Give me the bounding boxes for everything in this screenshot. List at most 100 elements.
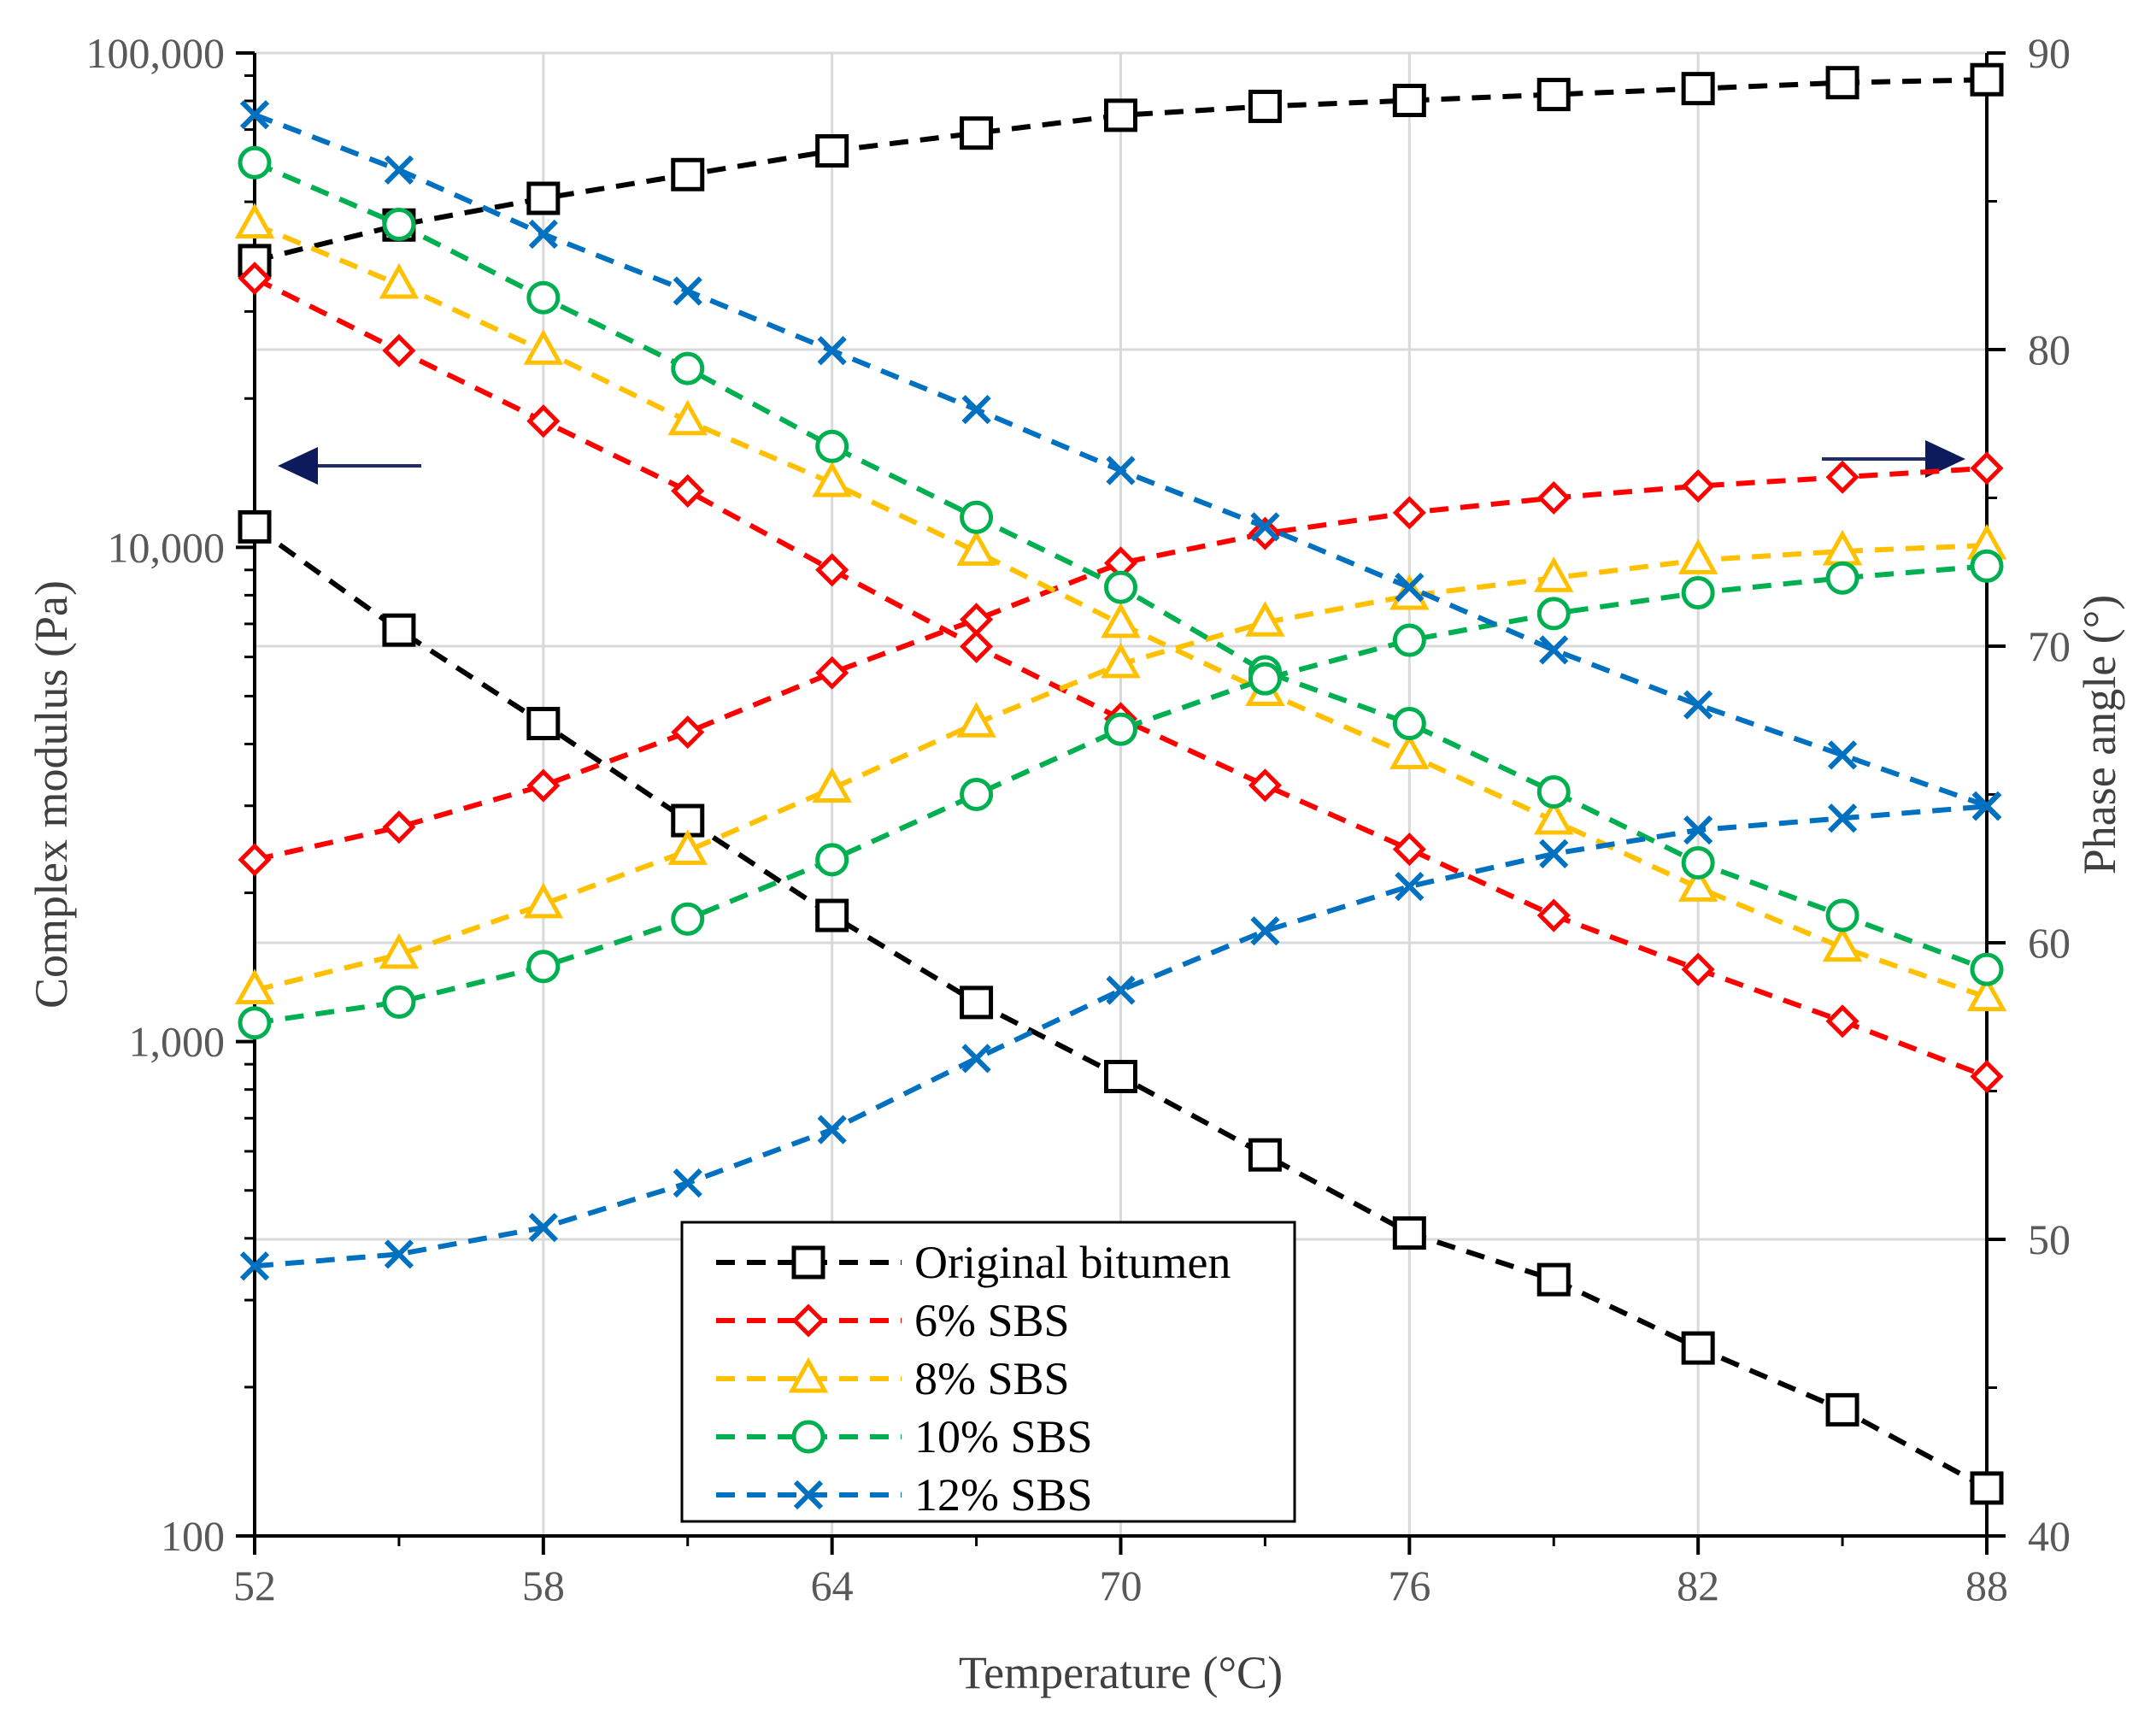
modulus-point xyxy=(1248,768,1282,803)
x-axis-title: Temperature (°C) xyxy=(959,1647,1283,1698)
legend-item: Original bitumen xyxy=(716,1237,1231,1288)
phase-angle-point xyxy=(1245,601,1285,637)
modulus-point xyxy=(1970,1471,2004,1505)
modulus-point xyxy=(234,203,275,239)
phase-angle-point xyxy=(1681,72,1715,106)
modulus-point xyxy=(238,509,272,544)
modulus-point xyxy=(667,399,708,436)
modulus-point xyxy=(1395,573,1425,603)
modulus-point xyxy=(1392,1216,1426,1250)
modulus-point xyxy=(526,404,561,438)
modulus-point xyxy=(238,145,272,179)
phase-angle-point xyxy=(812,767,852,803)
modulus-point xyxy=(1248,1138,1282,1172)
phase-angle-point xyxy=(961,1044,991,1074)
legend-marker xyxy=(788,1356,829,1393)
legend-marker xyxy=(793,1480,824,1510)
phase-angle-point xyxy=(1539,838,1569,869)
phase-angle-point xyxy=(526,950,561,984)
modulus-point xyxy=(1536,898,1571,933)
axes xyxy=(236,51,2006,1555)
modulus-point xyxy=(815,553,849,587)
phase-angle-point xyxy=(1392,623,1426,657)
phase-angle-point xyxy=(379,933,420,969)
modulus-point xyxy=(1822,926,1863,962)
y-right-tick-label: 70 xyxy=(2028,622,2071,670)
y-right-tick-label: 60 xyxy=(2028,919,2071,967)
legend-item: 10% SBS xyxy=(716,1411,1093,1462)
modulus-point xyxy=(815,898,849,933)
legend-label: 12% SBS xyxy=(914,1469,1093,1521)
modulus-point xyxy=(1392,833,1426,867)
modulus-point xyxy=(1392,707,1426,741)
phase-angle-point xyxy=(526,181,561,215)
modulus-point xyxy=(382,333,416,368)
modulus-point xyxy=(1681,952,1715,986)
modulus-point xyxy=(1250,512,1280,542)
modulus-point xyxy=(523,329,564,365)
phase-angle-point xyxy=(1104,98,1137,132)
legend-marker xyxy=(791,1303,825,1338)
y-right-tick-label: 90 xyxy=(2028,29,2071,77)
phase-angle-point xyxy=(960,778,994,811)
phase-angle-point xyxy=(1970,451,2004,485)
modulus-point xyxy=(379,262,420,299)
phase-angle-point xyxy=(815,843,849,877)
modulus-point xyxy=(671,351,705,385)
phase-angle-point xyxy=(528,1212,558,1243)
y-left-tick-label: 100 xyxy=(161,1512,225,1560)
modulus-point xyxy=(1677,866,1718,902)
modulus-point xyxy=(1970,1059,2004,1094)
phase-angle-point xyxy=(1248,89,1282,123)
modulus-point xyxy=(956,530,996,566)
legend-marker xyxy=(791,1245,825,1280)
y-right-tick-label: 40 xyxy=(2028,1512,2071,1560)
phase-angle-point xyxy=(234,968,275,1005)
modulus-point xyxy=(1533,798,1574,835)
modulus-point xyxy=(526,280,561,315)
phase-angle-point xyxy=(1536,480,1571,515)
phase-angle-point xyxy=(1104,712,1137,746)
modulus-point xyxy=(239,100,270,130)
modulus-point xyxy=(673,276,702,306)
modulus-point xyxy=(382,208,416,242)
legend-item: 6% SBS xyxy=(716,1295,1070,1346)
legend-box xyxy=(680,1221,1296,1523)
modulus-point xyxy=(1681,845,1715,880)
modulus-point xyxy=(1825,1004,1859,1038)
modulus-point xyxy=(815,429,849,463)
y-left-tick-label: 10,000 xyxy=(108,523,226,571)
modulus-point xyxy=(526,707,561,741)
phase-angle-point xyxy=(1681,576,1715,610)
series-0 xyxy=(238,62,2004,1505)
x-tick-label: 82 xyxy=(1677,1562,1719,1609)
legend-item: 8% SBS xyxy=(716,1353,1070,1404)
phase-angle-point xyxy=(1825,460,1859,494)
tick-labels: 52 58 64 70 76 82 88 100 1,000 10,000 100,000 40 50 6… xyxy=(86,29,2071,1609)
phase-angle-point xyxy=(526,768,561,803)
modulus-point xyxy=(1683,690,1713,720)
modulus-point xyxy=(1825,898,1859,933)
modulus-point xyxy=(812,461,852,497)
modulus-point xyxy=(817,336,847,366)
phase-angle-point xyxy=(523,882,564,919)
modulus-point xyxy=(1827,740,1858,770)
phase-angle-point xyxy=(1825,561,1859,595)
phase-angle-point xyxy=(956,702,996,738)
phase-angle-point xyxy=(238,1006,272,1040)
x-tick-label: 52 xyxy=(233,1562,276,1609)
modulus-point xyxy=(528,219,558,250)
phase-angle-point xyxy=(1101,642,1141,679)
modulus-point xyxy=(1970,952,2004,986)
phase-angle-point xyxy=(1971,791,2002,821)
legend-item: 12% SBS xyxy=(716,1469,1093,1521)
phase-angle-point xyxy=(817,1115,847,1144)
modulus-point xyxy=(384,155,414,185)
modulus-point xyxy=(1101,602,1141,638)
y-right-tick-label: 80 xyxy=(2028,326,2071,374)
phase-angle-point xyxy=(1970,549,2004,583)
legend: Original bitumen 6% SBS 8% SBS 10% SBS 12% S… xyxy=(680,1221,1296,1523)
phase-angle-point xyxy=(815,656,849,690)
phase-angle-point xyxy=(1392,496,1426,530)
